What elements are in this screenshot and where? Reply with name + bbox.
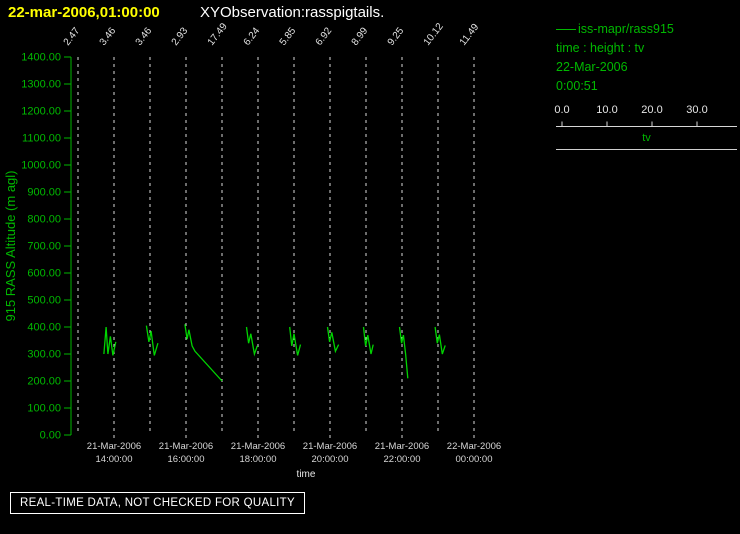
tv-scale-tick-label: 10.0 [596,104,618,116]
svg-text:6.24: 6.24 [242,25,263,47]
page-title: XYObservation:rasspigtails. [200,4,385,21]
current-timestamp: 22-mar-2006,01:00:00 [8,4,160,21]
tv-scale-label: tv [642,132,651,144]
svg-text:6.92: 6.92 [314,25,335,47]
svg-text:100.00: 100.00 [27,403,61,415]
quality-warning-banner: REAL-TIME DATA, NOT CHECKED FOR QUALITY [10,492,305,514]
tv-scale-tick-label: 20.0 [641,104,663,116]
svg-text:915 RASS Altitude (m agl): 915 RASS Altitude (m agl) [3,170,18,321]
svg-text:1100.00: 1100.00 [22,133,61,145]
svg-text:1200.00: 1200.00 [21,106,61,118]
rass-altitude-plot[interactable]: 0.00 100.00 200.00 300.00 400.00 500.00 600.00… [0,0,545,482]
tv-scale-tick-label: 0.0 [554,104,570,116]
svg-text:00:00:00: 00:00:00 [456,454,493,465]
legend-panel: iss-mapr/rass915 time : height : tv 22-M… [554,20,737,150]
svg-text:17.49: 17.49 [206,21,230,48]
svg-text:9.25: 9.25 [386,25,407,47]
svg-text:400.00: 400.00 [27,322,61,334]
svg-text:21-Mar-2006: 21-Mar-2006 [159,441,213,452]
tv-scale-axis [556,121,737,127]
svg-text:2.93: 2.93 [170,25,191,47]
svg-text:2.47: 2.47 [62,25,83,47]
svg-text:1000.00: 1000.00 [21,160,61,172]
svg-text:3.46: 3.46 [98,25,119,47]
svg-text:22:00:00: 22:00:00 [384,454,421,465]
svg-text:300.00: 300.00 [27,349,61,361]
svg-text:time: time [297,469,316,480]
legend-elapsed-time: 0:00:51 [556,79,598,93]
svg-text:1400.00: 1400.00 [21,52,61,64]
svg-text:18:00:00: 18:00:00 [240,454,277,465]
svg-text:14:00:00: 14:00:00 [96,454,133,465]
series-line-swatch [556,29,576,31]
series-name: iss-mapr/rass915 [578,22,674,36]
svg-text:21-Mar-2006: 21-Mar-2006 [375,441,429,452]
svg-text:20:00:00: 20:00:00 [312,454,349,465]
svg-text:700.00: 700.00 [27,241,61,253]
svg-text:900.00: 900.00 [27,187,61,199]
tv-scale-ticks: 0.0 10.0 20.0 30.0 [554,104,737,117]
svg-text:5.85: 5.85 [278,25,299,47]
svg-text:200.00: 200.00 [27,376,61,388]
legend-series-entry: iss-mapr/rass915 [556,20,737,39]
svg-text:8.99: 8.99 [350,25,371,47]
legend-date: 22-Mar-2006 [556,60,628,74]
svg-text:10.12: 10.12 [422,21,446,48]
svg-text:11.49: 11.49 [458,22,482,48]
svg-text:22-Mar-2006: 22-Mar-2006 [447,441,501,452]
svg-text:600.00: 600.00 [27,268,61,280]
svg-text:1300.00: 1300.00 [21,79,61,91]
svg-text:16:00:00: 16:00:00 [168,454,205,465]
svg-text:500.00: 500.00 [27,295,61,307]
svg-text:800.00: 800.00 [27,214,61,226]
svg-text:0.00: 0.00 [40,430,61,442]
svg-text:21-Mar-2006: 21-Mar-2006 [87,441,141,452]
svg-text:3.46: 3.46 [134,25,155,47]
legend-fields: time : height : tv [556,41,645,55]
tv-colorscale: 0.0 10.0 20.0 30.0 tv [554,104,737,150]
tv-scale-tick-label: 30.0 [686,104,708,116]
svg-text:21-Mar-2006: 21-Mar-2006 [303,441,357,452]
svg-text:21-Mar-2006: 21-Mar-2006 [231,441,285,452]
